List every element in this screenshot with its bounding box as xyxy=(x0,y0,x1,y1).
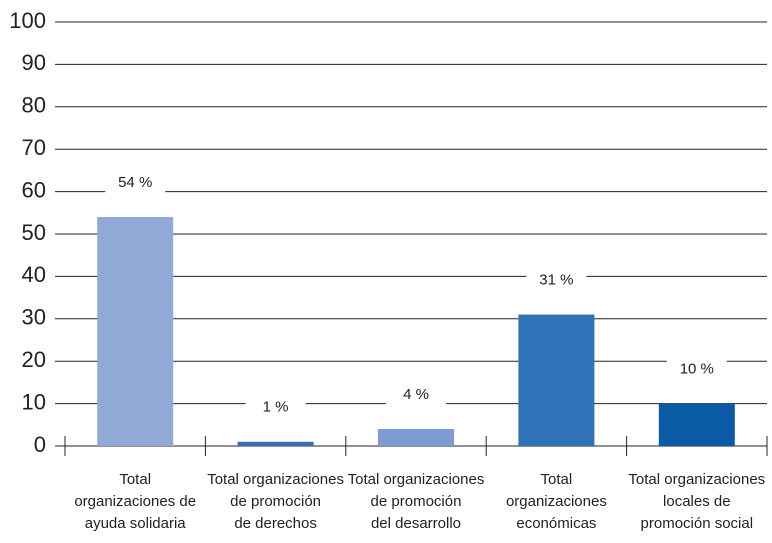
y-tick-label: 80 xyxy=(22,93,46,118)
y-tick-label: 0 xyxy=(34,432,46,457)
value-label: 4 % xyxy=(403,386,429,403)
x-tick-label: del desarrollo xyxy=(371,515,461,532)
x-tick-label: organizaciones xyxy=(506,493,607,510)
y-tick-label: 90 xyxy=(22,50,46,75)
value-label-bg xyxy=(105,173,166,194)
value-label-bg xyxy=(666,359,727,380)
y-tick-label: 60 xyxy=(22,177,46,202)
bar xyxy=(518,314,595,446)
x-tick-label: económicas xyxy=(516,515,596,532)
y-tick-label: 10 xyxy=(22,389,46,414)
x-tick-label: de promoción xyxy=(230,493,321,510)
value-label-bg xyxy=(526,270,587,291)
x-tick-label: organizaciones de xyxy=(74,493,196,510)
x-tick-label: Total xyxy=(119,471,151,488)
bar xyxy=(658,403,735,446)
y-tick-label: 100 xyxy=(9,8,46,33)
value-label: 1 % xyxy=(263,399,289,416)
x-tick-label: promoción social xyxy=(641,515,754,532)
x-tick-label: de derechos xyxy=(234,515,317,532)
value-label: 10 % xyxy=(680,361,714,378)
y-tick-label: 40 xyxy=(22,262,46,287)
x-tick-label: Total organizaciones xyxy=(628,471,765,488)
y-tick-label: 50 xyxy=(22,220,46,245)
y-tick-label: 70 xyxy=(22,135,46,160)
bar xyxy=(378,429,454,446)
x-tick-label: locales de xyxy=(663,493,731,510)
x-tick-label: Total organizaciones xyxy=(348,471,485,488)
y-tick-label: 20 xyxy=(22,347,46,372)
x-tick-label: de promoción xyxy=(371,493,462,510)
x-tick-label: ayuda solidaria xyxy=(85,515,187,532)
value-label: 54 % xyxy=(118,174,152,191)
y-tick-label: 30 xyxy=(22,305,46,330)
x-tick-label: Total organizaciones xyxy=(207,471,344,488)
value-label-bg xyxy=(386,385,446,406)
bar xyxy=(237,441,314,446)
x-tick-label: Total xyxy=(541,471,573,488)
value-label-bg xyxy=(245,397,306,418)
bar xyxy=(97,217,174,446)
value-label: 31 % xyxy=(539,272,573,289)
